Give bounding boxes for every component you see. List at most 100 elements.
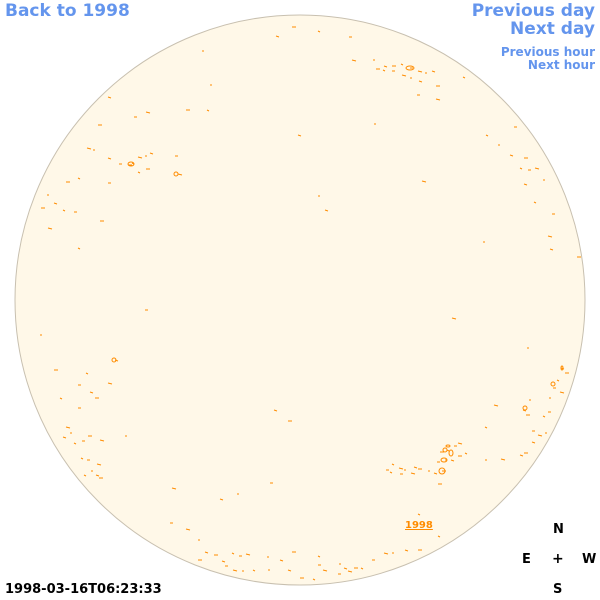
contour-dash	[62, 436, 67, 439]
contour-dash	[232, 569, 238, 572]
contour-loop	[522, 405, 528, 411]
contour-dash	[145, 111, 151, 114]
contour-dash	[343, 567, 348, 570]
solar-disk	[14, 14, 586, 586]
contour-dash	[85, 372, 89, 375]
contour-loop	[173, 171, 179, 177]
next-day-link[interactable]: Next day	[510, 19, 595, 39]
contour-dash	[401, 74, 407, 77]
contour-dash	[245, 553, 251, 556]
contour-dash	[59, 397, 63, 400]
contour-dash	[522, 409, 527, 412]
contour-dash	[391, 463, 395, 466]
contour-dash	[275, 35, 280, 38]
contour-dash	[107, 96, 112, 99]
contour-dash	[435, 98, 441, 101]
contour-dash	[533, 201, 537, 204]
back-to-year-link[interactable]: Back to 1998	[5, 1, 130, 21]
contour-dash	[398, 467, 404, 470]
contour-dash	[287, 569, 292, 572]
contour-dash	[450, 459, 455, 462]
contour-dash	[410, 472, 416, 475]
contour-dash	[360, 567, 364, 570]
contour-dash	[86, 147, 92, 150]
contour-dash	[404, 549, 409, 552]
next-hour-link[interactable]: Next hour	[527, 58, 595, 72]
contour-dash	[383, 65, 388, 68]
contour-loop	[550, 381, 556, 387]
contour-dash	[383, 552, 389, 555]
contour-loop	[560, 365, 564, 371]
contour-loop	[445, 444, 451, 448]
contour-loop	[405, 65, 415, 71]
active-region-contours	[40, 26, 581, 581]
contour-dash	[149, 152, 154, 155]
contour-dash	[252, 569, 256, 572]
contour-dash	[531, 441, 536, 444]
contour-dash	[107, 157, 112, 160]
contour-dash	[77, 177, 81, 180]
contour-dash	[137, 171, 141, 174]
contour-dash	[464, 452, 468, 455]
contour-dash	[519, 454, 524, 457]
contour-dash	[221, 560, 226, 563]
contour-dash	[462, 76, 466, 79]
contour-dash	[317, 555, 321, 558]
contour-dash	[382, 69, 386, 72]
contour-loop	[111, 357, 117, 363]
compass-north: N	[553, 522, 564, 537]
contour-dash	[47, 227, 53, 230]
contour-dash	[418, 80, 423, 83]
observation-timestamp: 1998-03-16T06:23:33	[5, 582, 162, 597]
contour-dash	[89, 391, 94, 394]
contour-dash	[279, 559, 284, 562]
contour-loop	[127, 161, 135, 167]
contour-loop	[448, 449, 454, 457]
contour-dash	[417, 70, 423, 73]
contour-dash	[351, 59, 357, 62]
contour-dash	[73, 442, 77, 445]
contour-dash	[206, 109, 210, 112]
contour-dash	[457, 442, 463, 445]
contour-dash	[509, 154, 514, 157]
contour-dash	[171, 487, 177, 490]
contour-dash	[77, 247, 81, 250]
contour-dash	[542, 415, 546, 418]
contour-dash	[322, 569, 328, 572]
contour-dash	[231, 552, 235, 555]
contour-dash	[500, 458, 506, 461]
contour-dash	[107, 382, 113, 385]
contour-dash	[297, 134, 302, 137]
contour-dash	[451, 317, 457, 320]
contour-loop	[442, 447, 448, 453]
contour-dash	[53, 202, 58, 205]
contour-dash	[204, 551, 209, 554]
year-link[interactable]: 1998	[405, 520, 433, 531]
compass-east: E	[522, 552, 531, 567]
contour-dash	[417, 513, 421, 516]
contour-dash	[347, 570, 353, 573]
previous-day-link[interactable]: Previous day	[471, 1, 595, 21]
contour-dash	[523, 183, 528, 186]
compass-center-icon: +	[552, 551, 564, 567]
contour-dash	[493, 404, 499, 407]
contour-dash	[185, 528, 191, 531]
contour-dash	[519, 167, 523, 170]
previous-hour-link[interactable]: Previous hour	[500, 45, 595, 59]
contour-dash	[534, 167, 540, 170]
contour-dash	[433, 472, 438, 475]
contour-dash	[312, 578, 316, 581]
contour-dash	[537, 434, 543, 437]
contour-dash	[137, 156, 143, 159]
contour-dash	[80, 457, 84, 460]
compass-west: W	[582, 552, 597, 567]
contour-dash	[431, 70, 436, 73]
contour-dash	[219, 498, 224, 501]
compass-south: S	[553, 582, 563, 597]
contour-dash	[324, 209, 329, 212]
contour-dash	[177, 173, 183, 176]
contour-dash	[96, 463, 102, 466]
contour-dash	[62, 209, 66, 212]
contour-dash	[421, 180, 427, 183]
contour-dash	[559, 391, 565, 394]
